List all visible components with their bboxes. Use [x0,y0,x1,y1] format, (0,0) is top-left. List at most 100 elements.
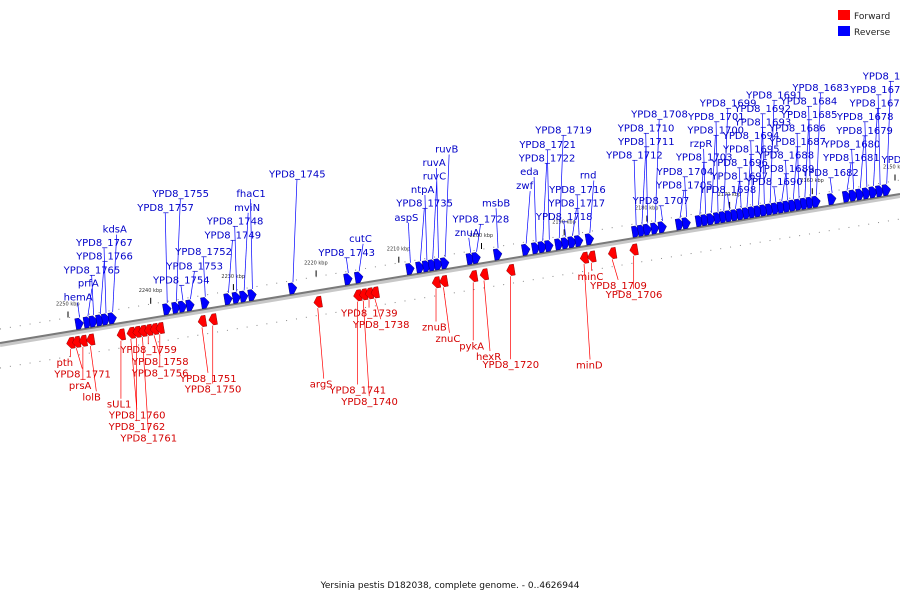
gene-leader-line [202,256,206,297]
gene-arrow [107,312,117,325]
backbone-shadow [0,194,900,347]
gene-label: YPD8_1754 [152,275,210,286]
gene-label: YPD8_1701 [687,112,745,123]
gene-arrow [132,325,142,338]
gene-label: YPD8_1677 [848,99,900,110]
gene-arrow [405,263,415,276]
legend-forward-label: Forward [854,12,890,22]
gene-leader-line [796,133,800,199]
gene-arrow [239,290,249,303]
gene-label: rnd [580,171,597,182]
axis-tick-label: 2170 kbp [718,192,742,198]
gene-arrow [138,324,148,337]
gene-arrow [78,334,88,347]
gene-label: sUL1 [107,400,131,411]
gene-arrow [554,238,564,251]
gene-label: YPD8_1762 [108,422,166,433]
gene-label: YPD8_1771 [53,370,111,381]
gene-label: YPD8_1739 [340,309,398,320]
gene-arrow [706,213,716,226]
gene-label: YPD8_1710 [617,123,675,134]
gene-leader-line [746,154,752,208]
gene-leader-line [483,280,491,352]
gene-leader-line [576,194,580,235]
gene-arrow [86,333,96,346]
gene-label: aspS [394,213,418,224]
gene-arrow [370,286,380,299]
gene-arrow [868,186,878,199]
gene-label: lolB [82,392,101,403]
axis-tick-label: 2150 kbp [883,165,900,171]
gene-leader-line [346,258,349,274]
gene-leader-line [735,181,740,209]
axis-tick-label: 2240 kbp [139,288,163,294]
gene-label: YPD8_1721 [518,140,576,151]
gene-arrow [861,187,872,200]
gene-label: YPD8_1712 [605,150,663,161]
gene-arrow [343,273,353,286]
gene-label: cutC [349,234,372,245]
gene-leader-line [563,221,567,238]
gene-arrow [560,237,571,250]
gene-arrow [544,240,554,253]
gene-arrow [208,313,218,326]
gene-leader-line [495,208,499,249]
gene-label: prfA [78,279,99,290]
gene-leader-line [362,300,370,397]
gene-leader-line [243,212,249,291]
gene-label: YPD8_1728 [452,214,510,225]
gene-label: YPD8_1716 [548,185,606,196]
gene-label: kdsA [103,225,127,236]
gene-leader-line [546,149,550,240]
gene-label: YPD8_1717 [547,198,605,209]
gene-leader-line [654,119,660,223]
gene-label: YPD8_1718 [535,212,593,223]
gene-label: YPD8_1722 [518,153,576,164]
gene-label: YPD8_1676 [849,85,900,96]
gene-arrow [116,328,127,341]
gene-arrow [197,314,208,327]
gene-label: YPD8_1706 [605,290,663,301]
gene-label: YPD8_1743 [317,248,375,259]
gene-leader-line [589,180,595,234]
gene-label: YPD8_1735 [395,199,453,210]
gene-label: YPD8_1686 [768,123,826,134]
gene-label: YPD8_1697 [710,171,768,182]
gene-arrow [657,221,667,234]
gene-arrow [88,315,98,328]
gene-label: YPD8_1765 [63,265,121,276]
gene-label: rzpR [690,139,713,150]
gene-leader-line [886,81,892,184]
gene-label: YPD8_1692 [733,104,791,115]
gene-arrow [875,185,885,198]
gene-label: pykA [459,341,484,352]
gene-label: ruvC [423,172,446,183]
gene-leader-line [792,146,798,200]
gene-label: YPD8_1741 [328,386,386,397]
gene-arrow [440,257,450,270]
gene-arrow [841,190,852,203]
gene-label: ruvA [422,158,445,169]
gene-leader-line [660,205,663,222]
gene-arrow [521,243,531,256]
gene-label: eda [520,167,539,178]
gene-arrow [584,233,595,246]
reverse-genes: hemAprfAYPD8_1765YPD8_1766YPD8_1767kdsAY… [63,71,900,330]
gene-leader-line [444,154,450,258]
axis-tick-label: 2220 kbp [304,260,328,266]
gene-label: YPD8_1705 [655,181,713,192]
gene-leader-line [873,108,878,187]
gene-arrow [72,335,82,348]
gene-label: ntpA [411,185,435,196]
gene-label: argS [310,380,333,391]
gene-arrow [531,242,541,255]
gene-arrow [364,287,375,300]
gene-label: minD [576,361,603,372]
gene-arrow [171,301,181,314]
gene-label: YPD8_1688 [756,150,814,161]
gene-arrow [811,195,821,208]
gene-label: mviN [234,203,260,214]
gene-arrow [471,252,481,265]
gene-leader-line [641,146,647,225]
gene-leader-line [723,108,729,211]
